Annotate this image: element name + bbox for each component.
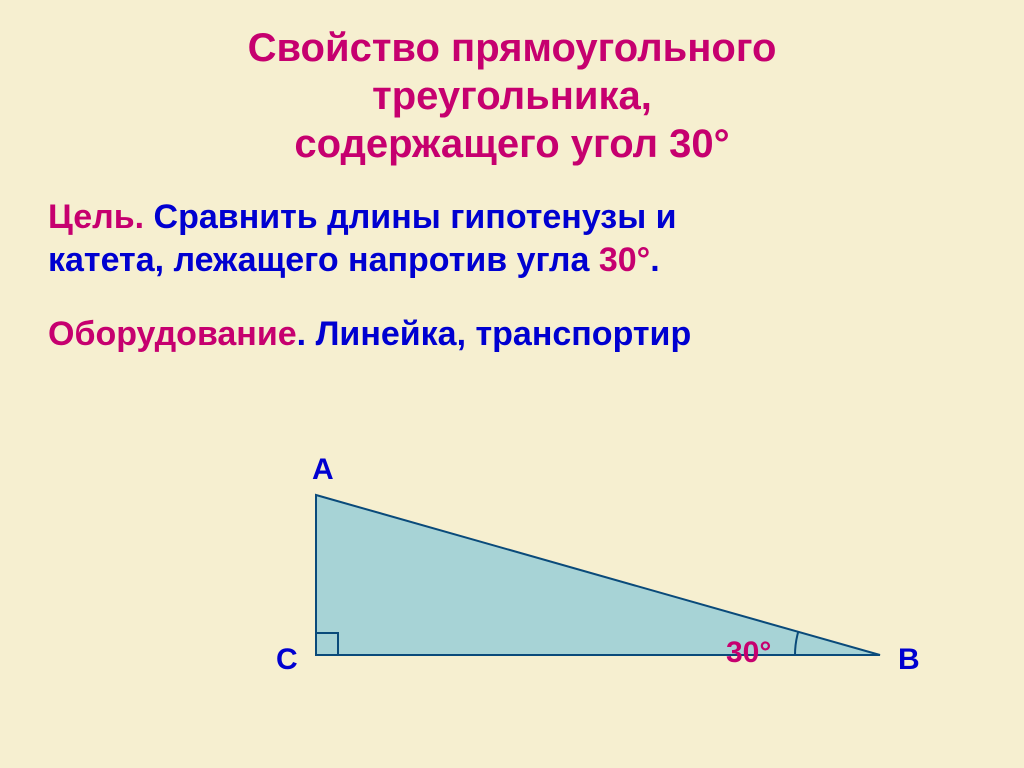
vertex-label-c: C — [276, 643, 298, 677]
slide-title: Свойство прямоугольноготреугольника,соде… — [0, 0, 1024, 168]
equipment-text: Оборудование. Линейка, транспортир — [0, 313, 1024, 356]
angle-label-30: 30° — [726, 636, 771, 670]
goal-text: Цель. Сравнить длины гипотенузы икатета,… — [0, 196, 1024, 281]
vertex-label-a: A — [312, 453, 334, 487]
vertex-label-b: B — [898, 643, 920, 677]
triangle-diagram: ACB30° — [0, 468, 1024, 768]
